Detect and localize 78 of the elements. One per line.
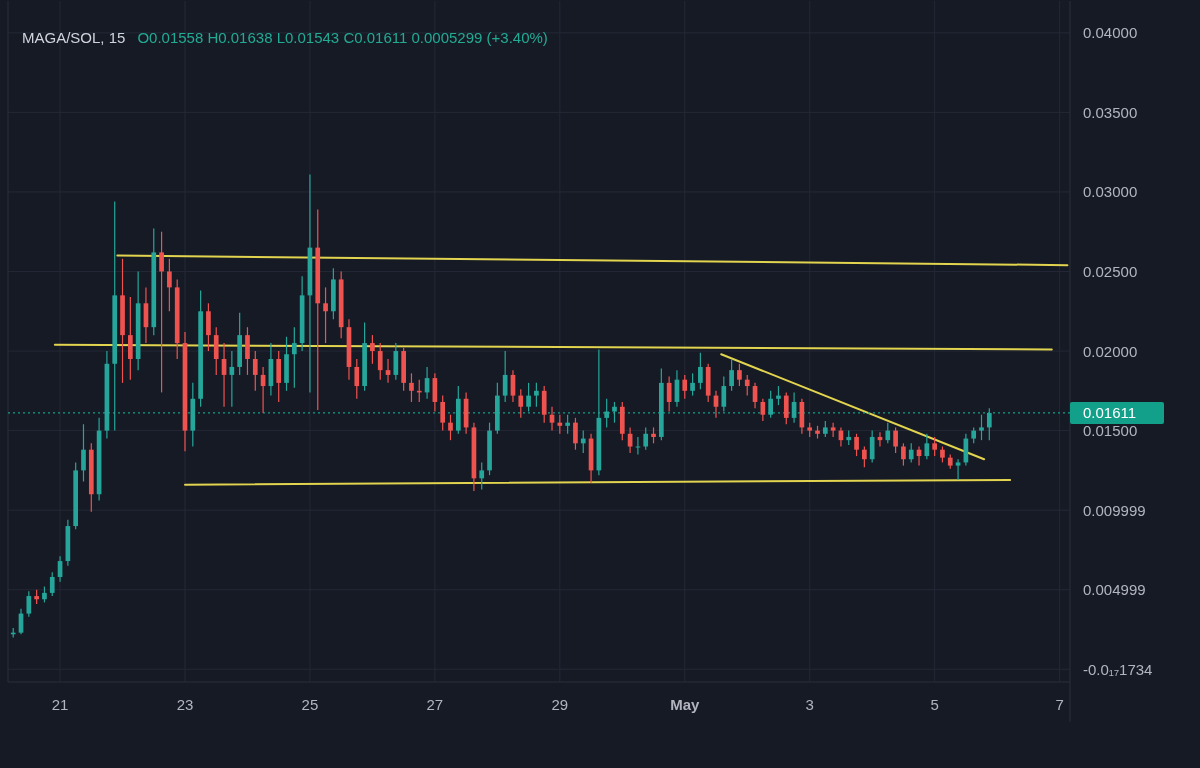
candlestick bbox=[682, 374, 688, 400]
candlestick bbox=[698, 352, 703, 390]
candlestick bbox=[924, 433, 930, 460]
candlestick bbox=[737, 363, 742, 387]
candlestick bbox=[385, 358, 391, 384]
candlestick bbox=[541, 385, 547, 424]
candlestick bbox=[245, 326, 250, 376]
candlestick bbox=[167, 258, 172, 312]
candlestick bbox=[557, 414, 563, 435]
candlestick bbox=[573, 417, 578, 451]
candlestick bbox=[854, 433, 859, 457]
candlestick bbox=[729, 358, 734, 392]
candlestick bbox=[721, 375, 727, 413]
candlestick bbox=[81, 423, 86, 483]
y-tick-label: 0.004999 bbox=[1083, 581, 1146, 599]
y-tick-label: 0.02500 bbox=[1083, 262, 1138, 280]
candlestick bbox=[370, 334, 375, 365]
candlestick bbox=[291, 326, 297, 389]
y-tick-label: 0.01500 bbox=[1083, 422, 1138, 440]
candlestick bbox=[744, 374, 750, 397]
candlestick bbox=[323, 286, 328, 344]
candlestick bbox=[354, 358, 360, 400]
candlestick bbox=[932, 436, 937, 457]
candlestick bbox=[901, 442, 906, 467]
candlestick bbox=[440, 395, 446, 432]
candlestick bbox=[893, 426, 898, 454]
x-tick-label: 5 bbox=[930, 695, 939, 713]
candlestick bbox=[690, 372, 695, 397]
candlestick bbox=[518, 388, 524, 419]
candlestick bbox=[409, 372, 414, 403]
candlestick bbox=[986, 407, 992, 441]
candlestick bbox=[526, 382, 531, 413]
x-tick-label: 25 bbox=[301, 695, 319, 713]
candlestick bbox=[862, 445, 867, 468]
candlestick bbox=[783, 391, 789, 425]
y-tick-label: -0.0₁₇1734 bbox=[1083, 660, 1153, 678]
x-tick-label: May bbox=[670, 695, 701, 713]
x-tick-label: 23 bbox=[176, 695, 194, 713]
x-tick-label: 29 bbox=[551, 695, 569, 713]
candlestick bbox=[604, 398, 610, 429]
ref-line-label: 0.01611 bbox=[1083, 404, 1137, 422]
candlestick bbox=[213, 326, 219, 376]
y-tick-label: 0.03500 bbox=[1083, 103, 1138, 121]
x-tick-label: 7 bbox=[1055, 695, 1064, 713]
y-tick-label: 0.03000 bbox=[1083, 183, 1138, 201]
y-tick-label: 0.02000 bbox=[1083, 342, 1138, 360]
x-tick-label: 27 bbox=[426, 695, 444, 713]
candlestick bbox=[502, 350, 508, 403]
candlestick bbox=[979, 414, 984, 441]
candlestick bbox=[159, 231, 164, 394]
candlestick bbox=[869, 430, 875, 464]
candlestick bbox=[479, 461, 485, 491]
candlestick bbox=[580, 430, 586, 454]
candlestick bbox=[565, 414, 570, 435]
x-tick-label: 3 bbox=[805, 695, 814, 713]
candlestick bbox=[885, 422, 891, 444]
text: MAGA/SOL, 15 bbox=[22, 28, 126, 46]
candlestick bbox=[49, 571, 55, 597]
candlestick bbox=[612, 401, 617, 424]
candlestick bbox=[830, 422, 836, 438]
candlestick bbox=[643, 426, 649, 451]
candlestick bbox=[377, 342, 383, 381]
candlestick bbox=[206, 302, 211, 352]
text: O0.01558 H0.01638 L0.01543 C0.01611 0.0005299 (+3.40%) bbox=[137, 28, 548, 46]
candlestick bbox=[768, 390, 773, 419]
candlestick bbox=[776, 385, 781, 406]
candlestick bbox=[955, 458, 961, 481]
candlestick bbox=[276, 350, 282, 403]
candlestick bbox=[908, 442, 914, 464]
candlestick bbox=[252, 350, 258, 392]
candlestick bbox=[128, 296, 133, 381]
x-tick-label: 21 bbox=[51, 695, 69, 713]
candlestick bbox=[448, 414, 453, 441]
y-tick-label: 0.009999 bbox=[1083, 501, 1146, 519]
candlestick bbox=[393, 342, 399, 381]
y-tick-label: 0.04000 bbox=[1083, 24, 1138, 42]
candlestick bbox=[26, 590, 32, 618]
candlestick bbox=[534, 382, 539, 408]
